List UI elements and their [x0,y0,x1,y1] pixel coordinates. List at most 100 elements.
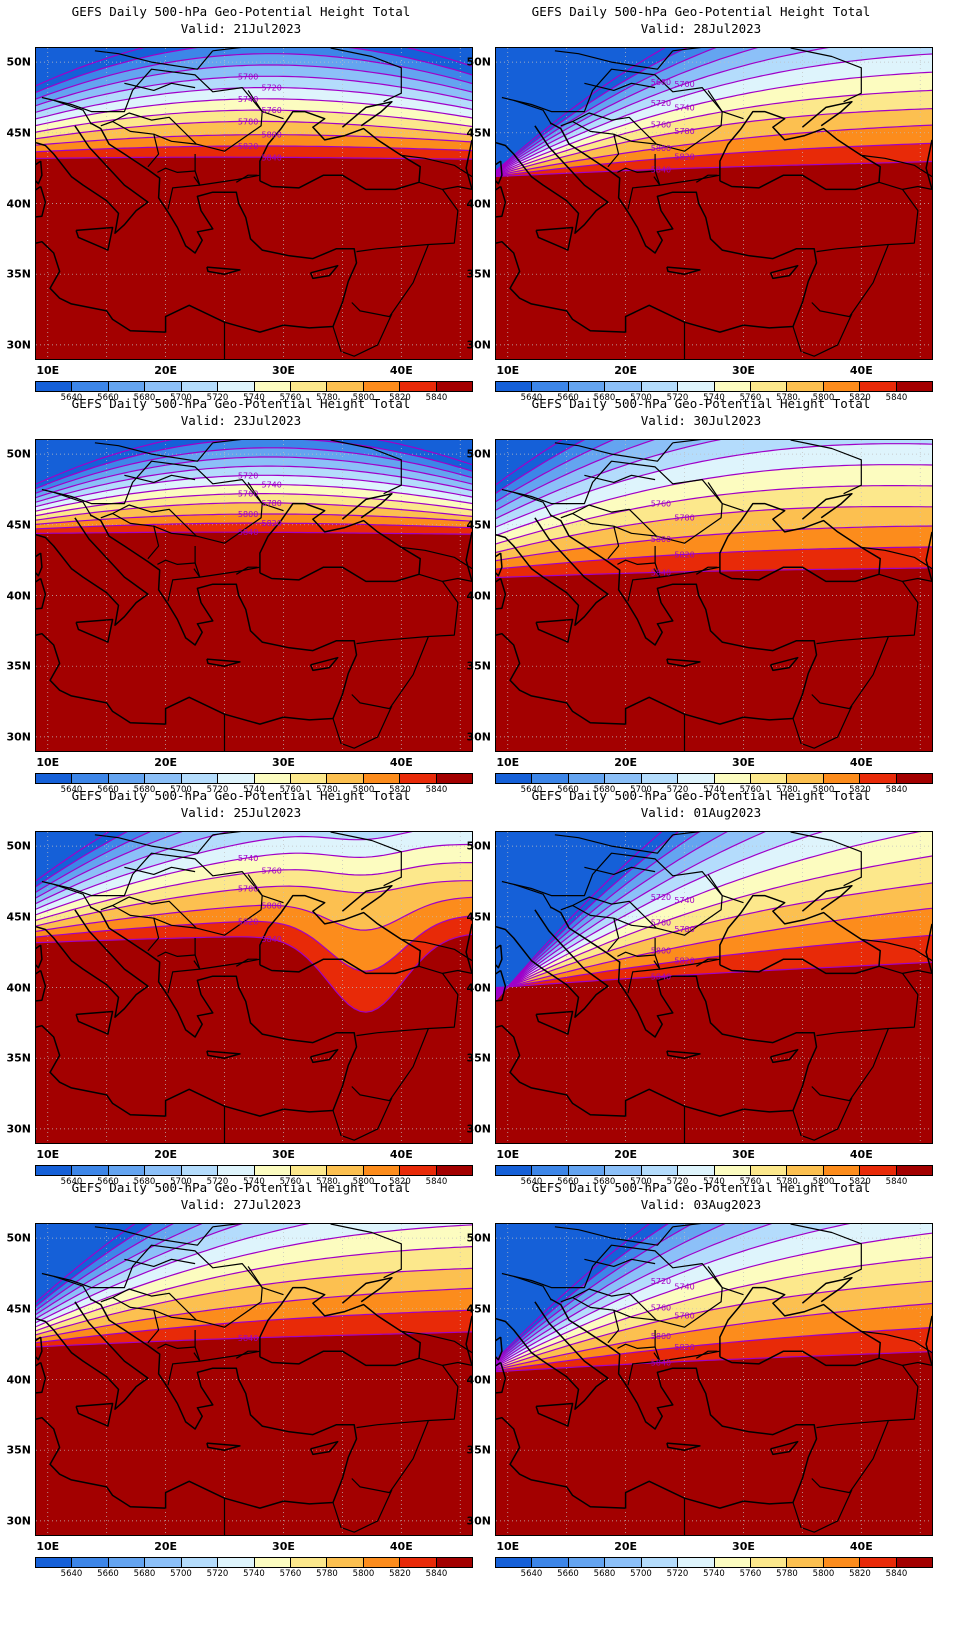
colorbar-swatch [641,1558,679,1567]
coastline [259,1286,421,1367]
colorbar-swatch [641,382,679,391]
country-border [554,834,674,854]
longitude-label: 20E [614,1148,638,1161]
country-border [707,90,744,120]
forecast-panel: GEFS Daily 500-hPa Geo-Potential Height … [0,392,482,802]
colorbar-swatch [145,1558,182,1567]
height-band [496,1224,668,1361]
coastline [206,266,241,275]
colorbar-label: 5640 [60,393,83,403]
colorbar-label: 5680 [593,785,616,795]
colorbar-swatch [678,382,715,391]
latitude-label: 50N [466,839,491,853]
latitude-label: 30N [6,1122,31,1136]
coastline [719,1286,881,1367]
coastline [496,906,818,1117]
contour-line [496,882,932,992]
colorbar-label: 5820 [849,393,871,403]
country-border [902,1361,932,1366]
contour-label: 5800 [651,1332,671,1341]
country-border [124,1258,196,1268]
contour-lines [36,1224,472,1348]
colorbar-swatch [714,774,751,783]
height-band [496,440,584,494]
coastline [496,514,818,725]
country-border [811,1028,889,1102]
contour-line [496,1302,932,1371]
coastline [496,552,503,577]
country-border [153,133,197,145]
coastline [925,531,932,582]
contour-line [496,48,829,174]
contour-line [36,832,151,893]
colorbar-swatch [678,774,715,783]
latitude-label: 45N [6,1302,31,1316]
colorbar-swatch [496,774,533,783]
colorbar [35,773,473,784]
contour-line [496,1224,773,1365]
country-border [653,566,721,578]
contour-line [496,832,766,997]
coastline [259,894,421,975]
coastline [925,1315,932,1366]
colorbar [35,1557,473,1568]
contour-line [36,474,472,508]
country-border [790,1224,862,1279]
country-border [442,969,472,974]
colorbar-swatch [605,774,642,783]
country-border [790,48,862,103]
colorbar-swatch [860,1558,897,1567]
coastline [496,909,609,1018]
contour-line [496,48,666,172]
contour-line [36,513,472,526]
colorbar-swatch [436,1166,473,1175]
contour-line [36,1224,153,1307]
country-border [94,442,214,462]
contour-label: 5840 [238,528,258,537]
colorbar-label: 5700 [630,393,652,403]
coastline [36,122,358,333]
country-border [902,185,932,190]
colorbar-label: 5840 [425,785,448,795]
country-border [861,938,932,962]
colorbar-label: 5660 [557,1177,579,1187]
colorbar-label: 5840 [425,1177,448,1187]
contour-label: 5760 [651,120,671,129]
panel-title: GEFS Daily 500-hPa Geo-Potential Height … [71,1180,411,1195]
contour-label: 5760 [261,106,281,115]
coastline [36,1301,149,1410]
longitude-label: 40E [389,1148,413,1161]
colorbar-swatch [714,382,751,391]
country-border [342,705,393,749]
coastline [206,1050,241,1059]
latitude-label: 40N [6,589,31,602]
colorbar-swatch [896,774,933,783]
colorbar-label: 5660 [97,1177,119,1187]
coastline [925,139,932,190]
contour-line [496,832,679,1001]
country-border [351,636,429,710]
contour-line [496,124,932,177]
colorbar-swatch [108,382,146,391]
latitude-label: 50N [6,447,31,461]
coastlines-borders [36,48,472,359]
country-border [672,48,702,52]
latitude-label: 30N [466,1514,491,1528]
contour-line [36,109,472,133]
country-border [572,1296,620,1344]
country-border [442,1361,472,1366]
colorbar-label: 5680 [133,785,156,795]
coastline [496,517,609,626]
country-border [442,577,472,582]
country-border [790,832,862,887]
contour-line [496,48,688,172]
contour-label: 5780 [674,1311,694,1320]
country-border [792,1110,802,1137]
country-border [112,1296,160,1344]
country-border [332,1502,342,1529]
longitude-label: 10E [36,1540,60,1553]
country-border [235,566,258,575]
colorbar-swatch [218,382,255,391]
